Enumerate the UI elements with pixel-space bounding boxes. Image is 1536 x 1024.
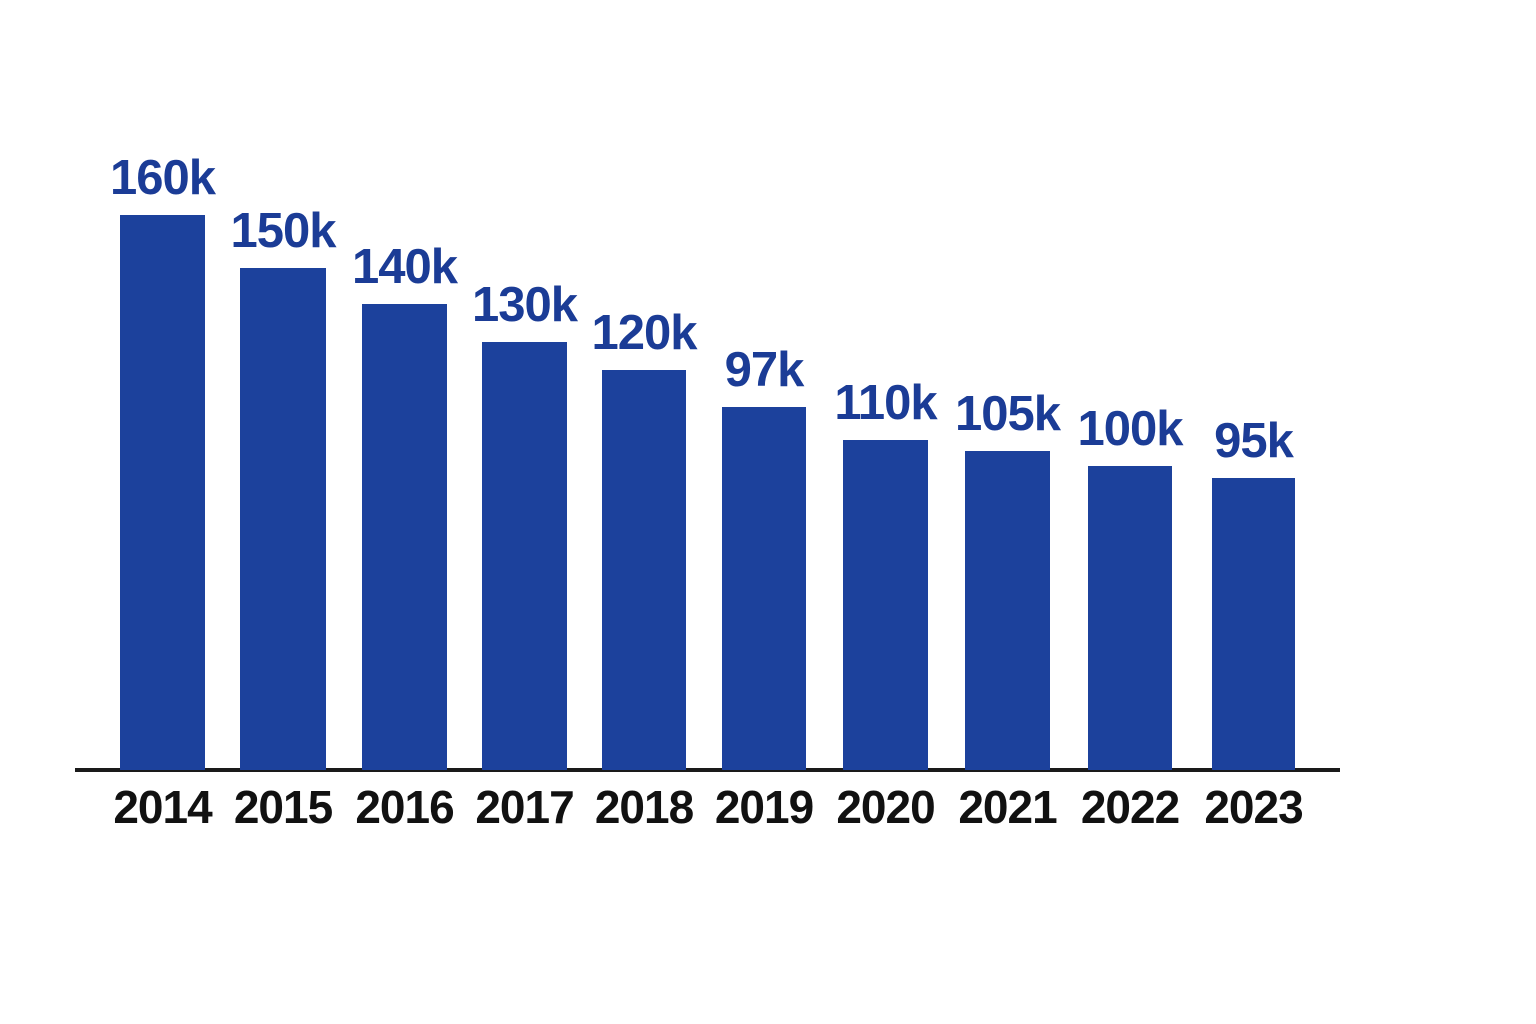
bar-group: 110k 2020 <box>834 0 937 1024</box>
bar-value-label: 100k <box>1077 402 1183 456</box>
bar <box>722 407 806 770</box>
bar <box>1212 478 1295 770</box>
x-tick-label: 2021 <box>958 781 1057 833</box>
bar <box>362 304 447 770</box>
x-tick-label: 2017 <box>475 781 574 833</box>
x-axis-line <box>75 768 1340 772</box>
bar-group: 105k 2021 <box>955 0 1061 1024</box>
bar <box>965 451 1050 770</box>
x-tick-label: 2018 <box>594 781 694 833</box>
bar-group: 160k 2014 <box>110 0 216 1024</box>
bar-group: 97k 2019 <box>715 0 814 1024</box>
bar-value-label: 160k <box>109 151 216 205</box>
bar-value-label: 140k <box>351 240 458 294</box>
bar-value-label: 97k <box>724 343 805 397</box>
bar-value-label: 120k <box>591 306 697 360</box>
bar-value-label: 150k <box>230 204 336 258</box>
x-tick-label: 2020 <box>836 781 935 833</box>
x-tick-label: 2019 <box>714 781 814 833</box>
x-tick-label: 2014 <box>113 781 212 833</box>
bar <box>602 370 686 770</box>
bar-value-label: 105k <box>954 387 1061 441</box>
bar-value-label: 130k <box>471 278 578 332</box>
bar <box>482 342 567 770</box>
bar-group: 130k 2017 <box>472 0 578 1024</box>
bar-value-label: 110k <box>834 376 937 430</box>
bar-group: 150k 2015 <box>230 0 336 1024</box>
bar <box>120 215 205 770</box>
bar <box>1088 466 1172 770</box>
bar <box>843 440 928 770</box>
bar-group: 140k 2016 <box>352 0 458 1024</box>
bar-value-label: 95k <box>1214 414 1294 468</box>
bar-group: 100k 2022 <box>1077 0 1183 1024</box>
x-tick-label: 2016 <box>355 781 454 833</box>
bar <box>240 268 326 770</box>
x-tick-label: 2022 <box>1080 781 1180 833</box>
x-tick-label: 2023 <box>1204 781 1303 833</box>
x-tick-label: 2015 <box>233 781 333 833</box>
bar-group: 95k 2023 <box>1204 0 1303 1024</box>
bar-group: 120k 2018 <box>591 0 697 1024</box>
